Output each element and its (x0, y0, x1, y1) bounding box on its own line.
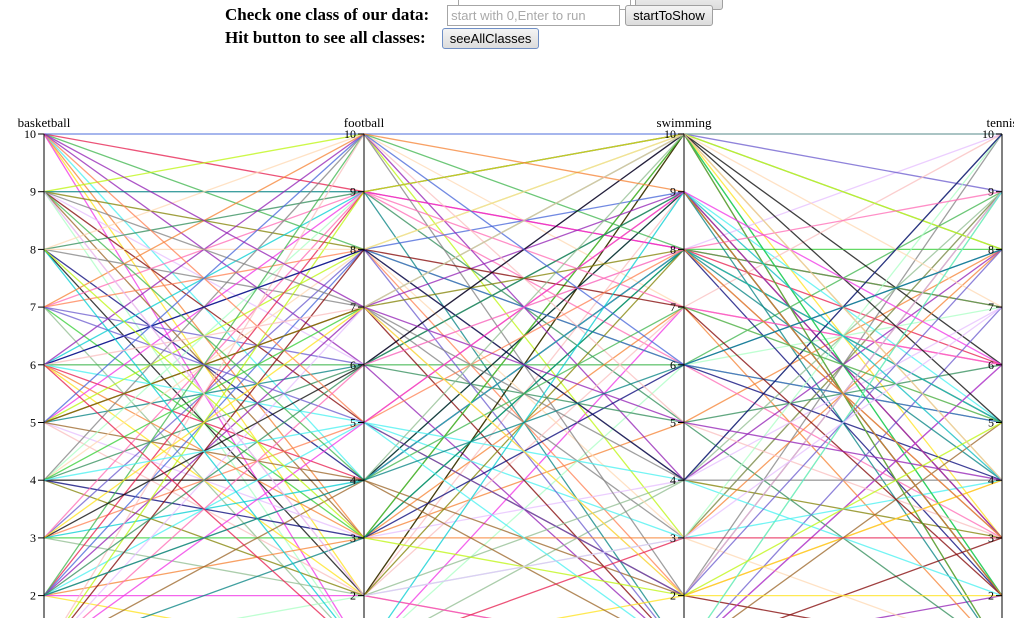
see-all-classes-button[interactable]: seeAllClasses (441, 27, 540, 49)
tick-label: 6 (670, 358, 676, 372)
tick-label: 8 (30, 242, 36, 256)
record-line (43, 306, 1002, 597)
record-line (43, 133, 1003, 539)
tick-label: 4 (670, 473, 676, 487)
tick-label: 5 (350, 416, 356, 430)
records-group (43, 132, 1003, 618)
tick-label: 4 (350, 473, 356, 487)
tick-label: 5 (988, 416, 994, 430)
start-to-show-button[interactable]: startToShow (625, 4, 713, 26)
tick-label: 4 (988, 473, 994, 487)
tick-label: 10 (344, 127, 356, 141)
axes-group: 2345678910basketball2345678910football23… (18, 115, 1014, 618)
all-classes-label: Hit button to see all classes: (225, 28, 426, 47)
tick-label: 4 (30, 473, 36, 487)
all-classes-row: Hit button to see all classes: seeAllCla… (225, 27, 540, 49)
tick-label: 7 (670, 300, 676, 314)
tick-label: 9 (670, 185, 676, 199)
tick-label: 5 (670, 416, 676, 430)
dimension-label-tennis: tennis (986, 115, 1014, 130)
tick-label: 3 (350, 531, 356, 545)
tick-label: 6 (988, 358, 994, 372)
dimension-label-basketball: basketball (18, 115, 71, 130)
tick-label: 8 (670, 242, 676, 256)
tick-label: 3 (670, 531, 676, 545)
tick-label: 2 (988, 589, 994, 603)
tick-label: 3 (988, 531, 994, 545)
tick-label: 10 (24, 127, 36, 141)
tick-label: 3 (30, 531, 36, 545)
dimension-label-football: football (344, 115, 385, 130)
tick-label: 10 (982, 127, 994, 141)
tick-label: 8 (350, 242, 356, 256)
tick-label: 10 (664, 127, 676, 141)
record-line (43, 248, 1003, 597)
record-line (43, 364, 1002, 618)
tick-label: 7 (350, 300, 356, 314)
controls-panel: Check one class of our data: startToShow… (225, 0, 785, 50)
tick-label: 6 (350, 358, 356, 372)
parallel-coordinates-chart: 2345678910basketball2345678910football23… (18, 115, 1014, 618)
class-row: Check one class of our data: startToShow (225, 4, 713, 26)
tick-label: 8 (988, 242, 994, 256)
tick-label: 9 (30, 185, 36, 199)
tick-label: 2 (30, 589, 36, 603)
class-input[interactable] (447, 4, 621, 26)
tick-label: 5 (30, 416, 36, 430)
record-line (43, 191, 1003, 597)
record-line (43, 133, 1003, 481)
tick-label: 9 (988, 185, 994, 199)
tick-label: 7 (988, 300, 994, 314)
class-label: Check one class of our data: (225, 5, 430, 24)
tick-label: 9 (350, 185, 356, 199)
tick-label: 7 (30, 300, 36, 314)
tick-label: 2 (350, 589, 356, 603)
tick-label: 6 (30, 358, 36, 372)
tick-label: 2 (670, 589, 676, 603)
dimension-label-swimming: swimming (657, 115, 712, 130)
